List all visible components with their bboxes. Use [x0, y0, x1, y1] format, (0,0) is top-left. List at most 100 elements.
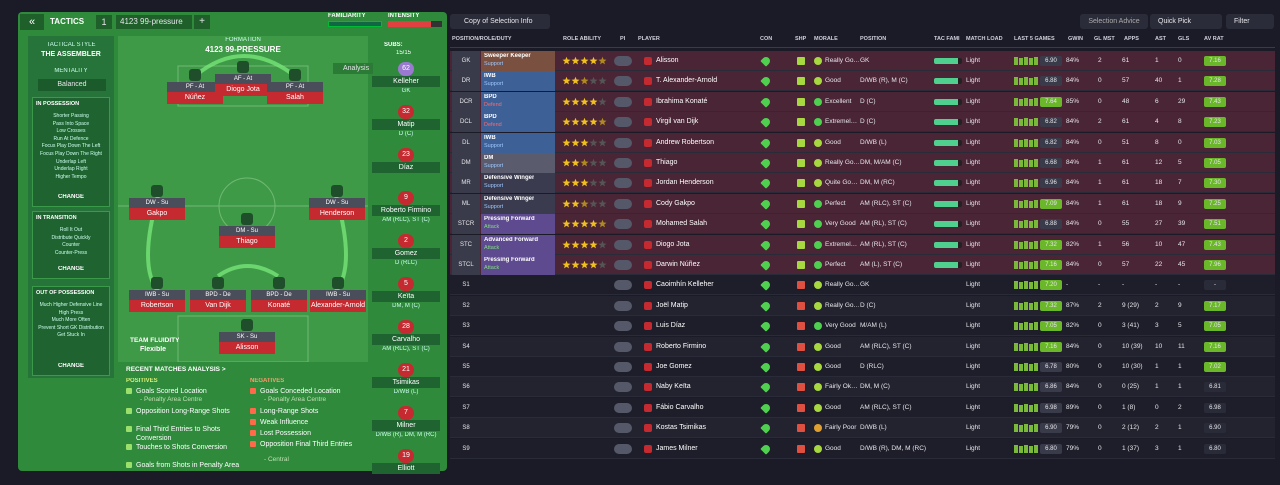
- player-name[interactable]: Diogo Jota: [656, 240, 690, 248]
- change-button[interactable]: CHANGE: [57, 363, 84, 369]
- player-name[interactable]: Konaté: [251, 300, 307, 312]
- star: [598, 240, 607, 248]
- player-name[interactable]: James Milner: [656, 444, 698, 452]
- player-name[interactable]: Fábio Carvalho: [656, 403, 704, 411]
- sub-name[interactable]: Milner: [372, 420, 440, 431]
- back-button[interactable]: «: [20, 14, 44, 30]
- column-header[interactable]: AST: [1155, 36, 1166, 42]
- player-name[interactable]: Cody Gakpo: [656, 199, 695, 207]
- column-header[interactable]: APPS: [1124, 36, 1139, 42]
- player-name[interactable]: Joe Gomez: [656, 363, 692, 370]
- role-name[interactable]: Advanced Forward: [484, 236, 539, 243]
- glmst: 0: [1098, 403, 1102, 411]
- sub-name[interactable]: Tsimikas: [372, 377, 440, 388]
- player-name[interactable]: Naby Keïta: [656, 383, 691, 391]
- analysis-title[interactable]: RECENT MATCHES ANALYSIS >: [126, 366, 226, 373]
- player-name[interactable]: Alisson: [656, 57, 679, 64]
- change-button[interactable]: CHANGE: [57, 266, 84, 272]
- filter[interactable]: Filter: [1226, 14, 1274, 29]
- column-header[interactable]: MATCH LOAD: [966, 36, 1003, 42]
- role-name[interactable]: Pressing Forward: [484, 257, 535, 263]
- column-header[interactable]: TAC FAMI: [934, 36, 960, 42]
- player-name[interactable]: Virgil van Dijk: [656, 118, 699, 126]
- average-rating: 6.80: [1204, 443, 1226, 454]
- player-name[interactable]: Luis Díaz: [656, 322, 686, 330]
- column-header[interactable]: POSITION: [860, 36, 887, 42]
- column-header[interactable]: CON: [760, 36, 773, 42]
- slot-number[interactable]: 1: [96, 15, 112, 29]
- selection-advice[interactable]: Selection Advice: [1080, 14, 1148, 29]
- player-name[interactable]: Caoimhín Kelleher: [656, 281, 714, 289]
- player-name[interactable]: Darwin Núñez: [656, 261, 700, 268]
- form-bar: [1024, 301, 1028, 310]
- role-name[interactable]: Pressing Forward: [484, 216, 535, 223]
- apps: 57: [1122, 261, 1130, 268]
- player-name[interactable]: Jordan Henderson: [656, 179, 714, 187]
- sub-name[interactable]: Carvalho: [372, 334, 440, 345]
- player-name[interactable]: Van Dijk: [190, 300, 246, 312]
- role-name[interactable]: Defensive Winger: [484, 195, 535, 202]
- player-name[interactable]: Ibrahima Konaté: [656, 97, 708, 105]
- player-name[interactable]: Alisson: [219, 342, 275, 354]
- analysis-toggle[interactable]: Analysis: [333, 63, 373, 74]
- role-name[interactable]: BPD: [484, 93, 497, 100]
- star: [571, 77, 580, 85]
- instruction: Much More Often: [51, 317, 91, 324]
- sub-name[interactable]: Keïta: [372, 291, 440, 302]
- sharpness-icon: [797, 424, 805, 433]
- column-header[interactable]: POSITION/ROLE/DUTY: [452, 36, 512, 42]
- shirt-icon: [644, 179, 652, 188]
- column-header[interactable]: MORALE: [814, 36, 838, 42]
- column-header[interactable]: GWIN: [1068, 36, 1083, 42]
- role-ability-stars: [562, 219, 607, 228]
- player-name[interactable]: Mohamed Salah: [656, 220, 707, 228]
- role-name[interactable]: BPD: [484, 114, 497, 121]
- sharpness-icon: [797, 240, 805, 249]
- column-header[interactable]: GLS: [1178, 36, 1190, 42]
- player-name[interactable]: Thiago: [219, 236, 275, 248]
- column-header[interactable]: LAST 5 GAMES: [1014, 36, 1055, 42]
- mentality-value[interactable]: Balanced: [38, 79, 106, 91]
- column-header[interactable]: AV RAT: [1204, 36, 1224, 42]
- player-name[interactable]: Joël Matip: [656, 301, 688, 309]
- column-header[interactable]: GL MST: [1094, 36, 1115, 42]
- familiarity-label: FAMILIARITY: [328, 13, 366, 19]
- sub-name[interactable]: Elliott: [372, 463, 440, 474]
- pi-icon: [614, 198, 632, 209]
- sub-name[interactable]: Díaz: [372, 162, 440, 173]
- column-header[interactable]: PI: [620, 36, 626, 42]
- sub-name[interactable]: Roberto Firmino: [372, 205, 440, 216]
- role-name[interactable]: IWB: [484, 73, 496, 80]
- change-button[interactable]: CHANGE: [57, 194, 84, 200]
- player-name[interactable]: T. Alexander-Arnold: [656, 77, 718, 85]
- player-name[interactable]: Thiago: [656, 159, 678, 166]
- role-name[interactable]: Defensive Winger: [484, 175, 535, 182]
- form-bar: [1029, 425, 1033, 433]
- player-name[interactable]: Henderson: [309, 208, 365, 220]
- player-name[interactable]: Alexander-Arnold: [310, 300, 366, 312]
- player-name[interactable]: Núñez: [167, 92, 223, 104]
- column-header[interactable]: ROLE ABILITY: [563, 36, 601, 42]
- copy-dropdown[interactable]: Copy of Selection Info: [450, 14, 550, 29]
- player-name[interactable]: Salah: [267, 92, 323, 104]
- player-name[interactable]: Diogo Jota: [215, 84, 271, 96]
- column-header[interactable]: SHP: [795, 36, 807, 42]
- role-name[interactable]: DM: [484, 155, 494, 161]
- role-name[interactable]: IWB: [484, 134, 496, 141]
- glmst: 1: [1098, 199, 1102, 207]
- role-name[interactable]: Sweeper Keeper: [484, 53, 531, 59]
- sub-name[interactable]: Gomez: [372, 248, 440, 259]
- quick-pick[interactable]: Quick Pick: [1150, 14, 1222, 29]
- player-name[interactable]: Andrew Robertson: [656, 138, 714, 146]
- sub-name[interactable]: Kelleher: [372, 76, 440, 87]
- player-name[interactable]: Robertson: [129, 300, 185, 312]
- column-header[interactable]: PLAYER: [638, 36, 660, 42]
- formation-name[interactable]: 4123 99-PRESSURE: [205, 45, 281, 54]
- sub-name[interactable]: Matip: [372, 119, 440, 130]
- player-name[interactable]: Gakpo: [129, 208, 185, 220]
- player-name[interactable]: Roberto Firmino: [656, 342, 707, 350]
- tactic-name[interactable]: 4123 99-pressure: [116, 15, 192, 29]
- add-tactic[interactable]: +: [194, 15, 210, 29]
- gls: 9: [1178, 301, 1182, 309]
- player-name[interactable]: Kostas Tsimikas: [656, 424, 707, 432]
